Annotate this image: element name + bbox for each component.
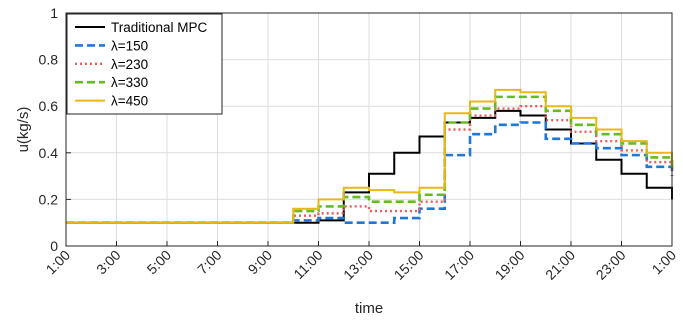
y-axis-label: u(kg/s) (15, 107, 32, 153)
y-tick-label-3: 0.6 (39, 98, 59, 114)
y-tick-label-5: 1 (50, 5, 58, 21)
x-tick-label-3: 7:00 (194, 247, 225, 278)
x-tick-label-2: 5:00 (144, 247, 175, 278)
legend-label-1: λ=150 (111, 38, 148, 53)
y-tick-labels: 0 0.2 0.4 0.6 0.8 1 (39, 5, 59, 254)
x-tick-label-6: 13:00 (340, 247, 376, 283)
legend: Traditional MPC λ=150 λ=230 λ=330 λ=450 (66, 13, 223, 115)
x-tick-label-4: 9:00 (245, 247, 276, 278)
x-axis-label: time (355, 300, 383, 317)
legend-label-3: λ=330 (111, 75, 148, 90)
y-tick-label-1: 0.2 (39, 191, 59, 207)
x-tick-label-10: 21:00 (542, 247, 578, 283)
x-tick-label-11: 23:00 (593, 247, 629, 283)
series-line-2 (66, 105, 674, 224)
x-tick-label-7: 15:00 (391, 247, 427, 283)
x-tick-label-12: 1:00 (649, 247, 680, 278)
legend-label-2: λ=230 (111, 57, 148, 72)
series-line-1 (66, 121, 674, 224)
legend-label-4: λ=450 (111, 94, 148, 109)
y-tick-label-0: 0 (50, 238, 58, 254)
legend-label-0: Traditional MPC (111, 20, 208, 35)
x-tick-label-0: 1:00 (43, 247, 74, 278)
x-tick-labels: 1:00 3:00 5:00 7:00 9:00 11:00 13:00 15:00 17:00… (43, 247, 680, 283)
x-tick-label-1: 3:00 (93, 247, 124, 278)
series-line-4 (66, 88, 673, 224)
legend-box (66, 13, 223, 115)
y-tick-label-4: 0.8 (39, 52, 59, 68)
x-tick-label-8: 17:00 (441, 247, 477, 283)
x-tick-label-5: 11:00 (290, 247, 326, 283)
x-tick-label-9: 19:00 (492, 247, 528, 283)
series-layer (66, 88, 674, 224)
y-tick-label-2: 0.4 (39, 145, 59, 161)
